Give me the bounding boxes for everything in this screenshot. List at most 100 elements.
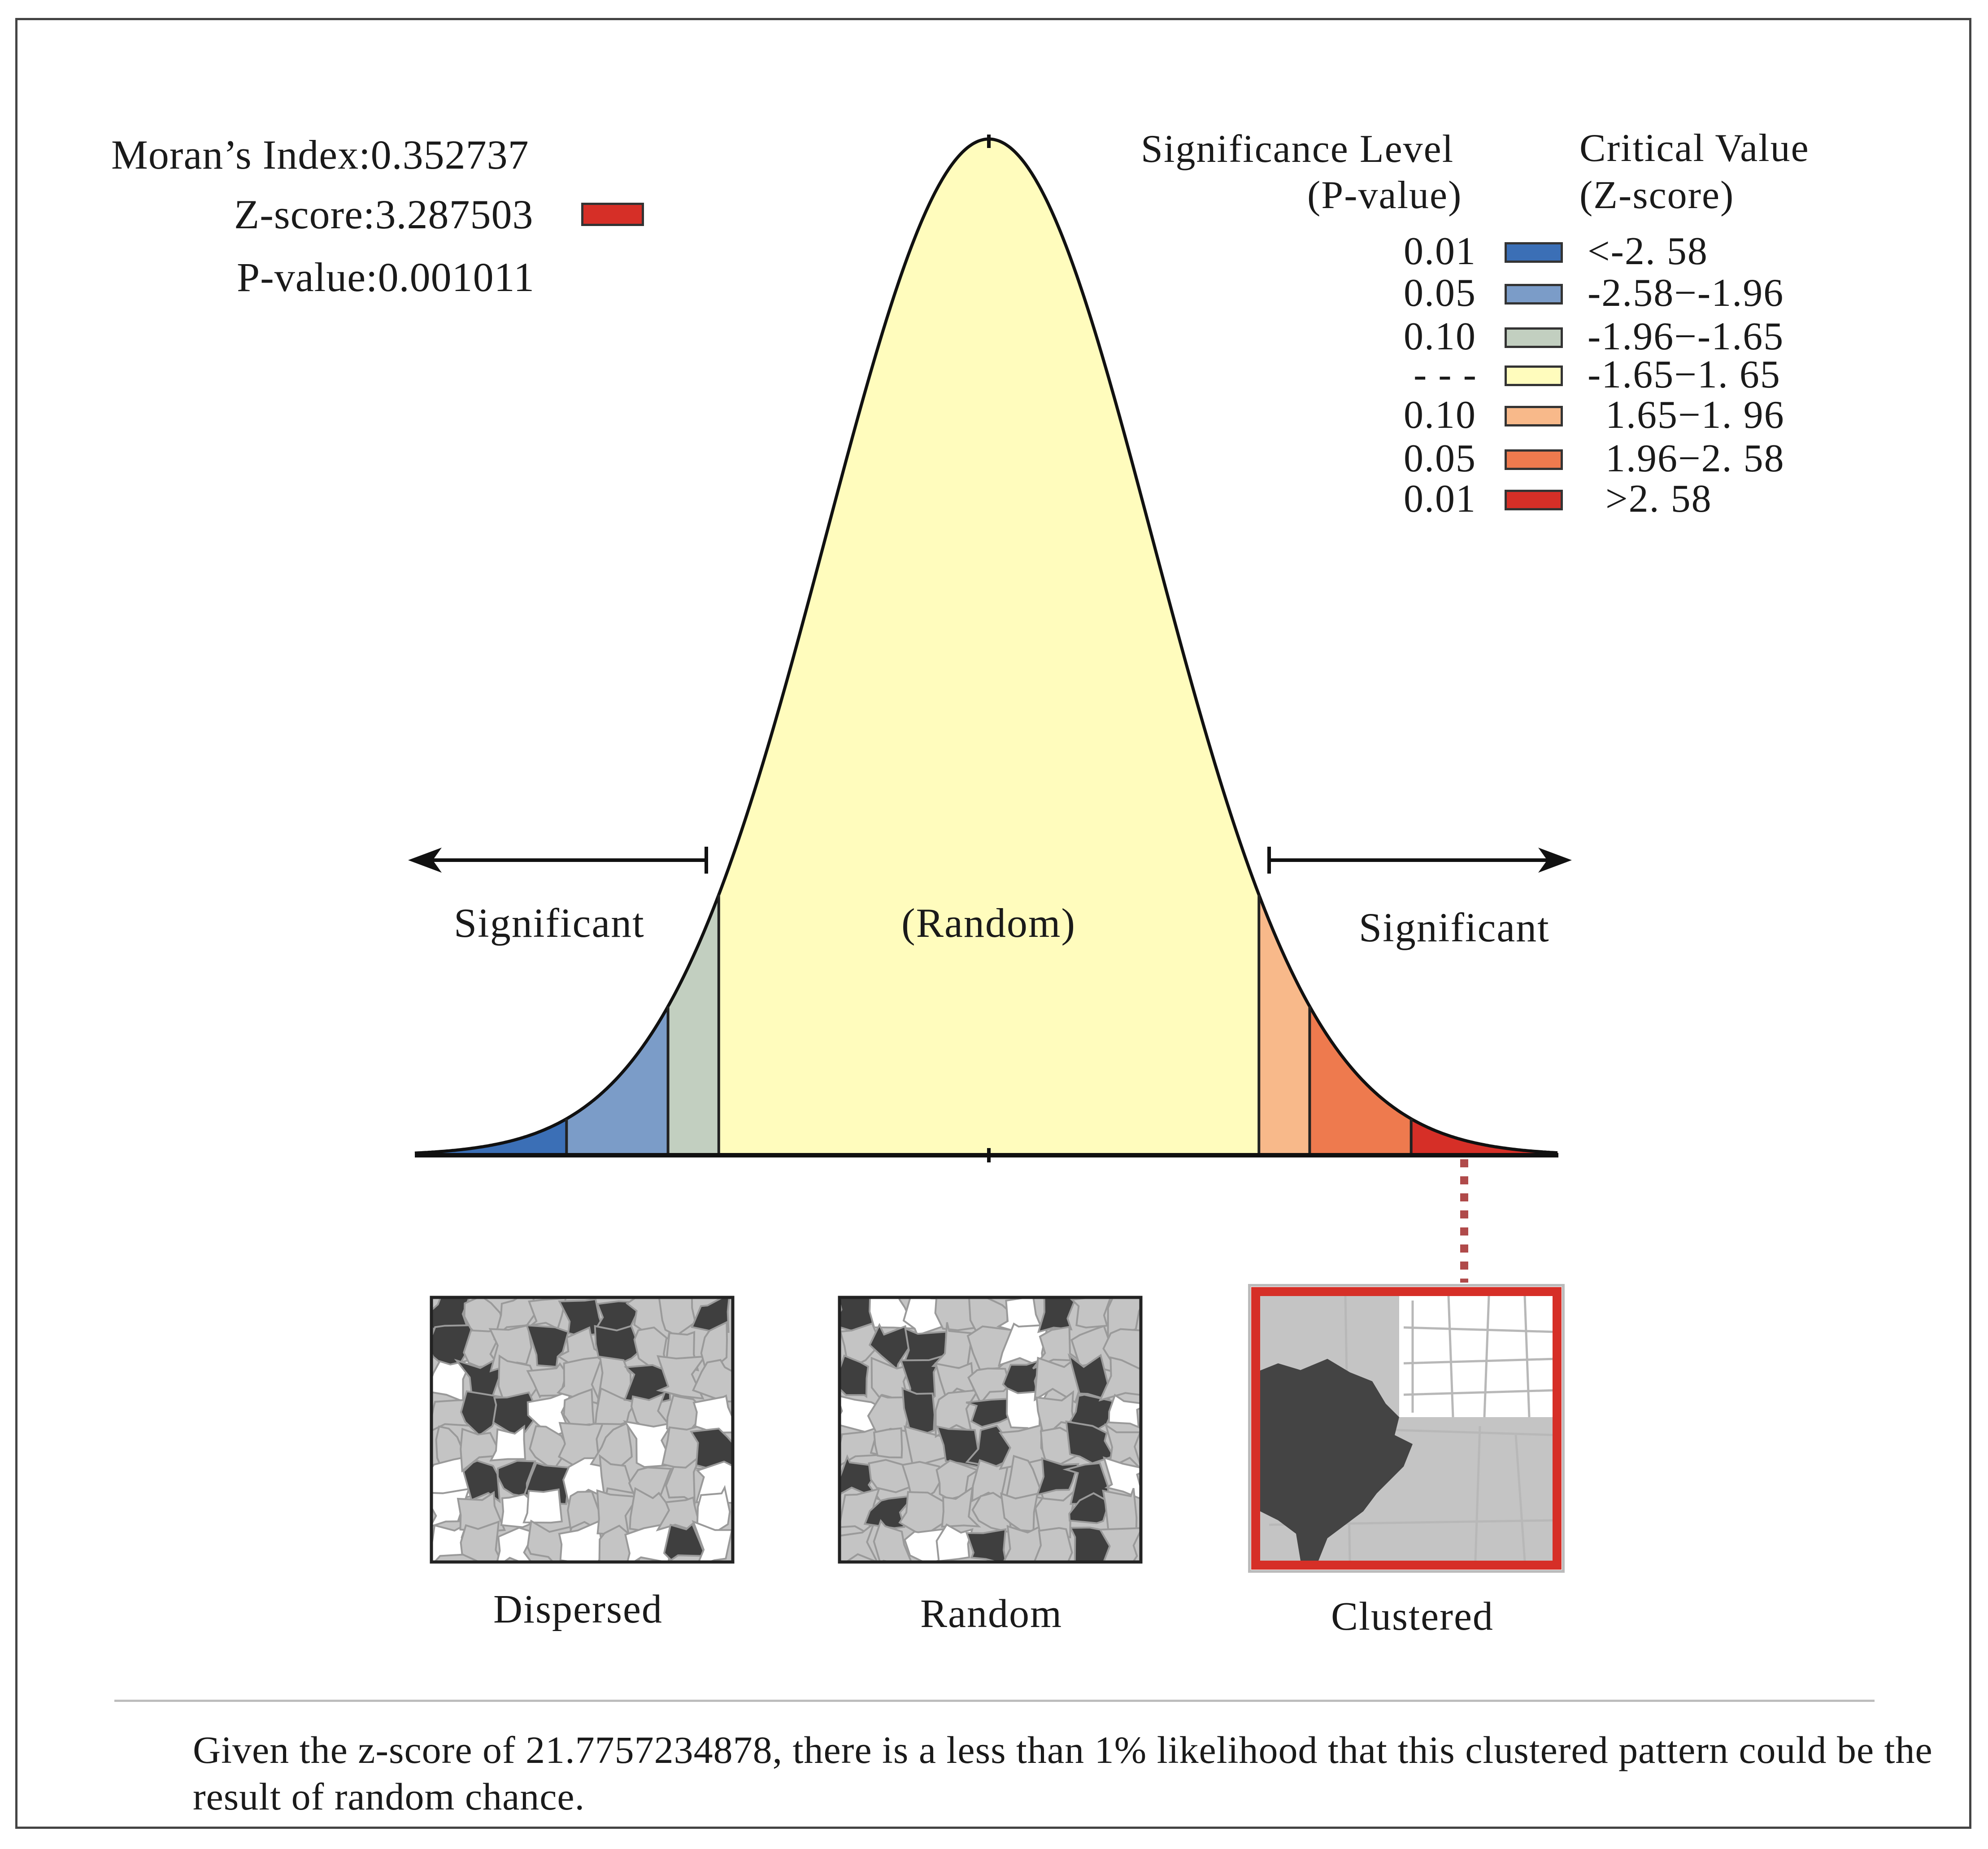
map-polygon [941, 1485, 981, 1528]
left-significance-arrow [408, 847, 708, 874]
map-polygon [692, 1520, 733, 1562]
map-polygon [901, 1387, 935, 1439]
map-polygon [935, 1523, 974, 1562]
curve-segment [718, 139, 1259, 1155]
legend-row-p-value: 0.10 [1404, 315, 1476, 358]
left-significant-label: Significant [454, 900, 645, 946]
map-polygon [1107, 1297, 1141, 1338]
legend-row-swatch [1505, 242, 1563, 263]
map-polygon [460, 1520, 503, 1562]
map-polygon [1035, 1457, 1079, 1497]
map-polygon [1102, 1456, 1141, 1500]
curve-segment [668, 895, 719, 1155]
legend-row-swatch [1505, 449, 1563, 470]
map-polygon [696, 1485, 731, 1536]
map-polygon [623, 1364, 671, 1405]
caption-divider [114, 1700, 1875, 1702]
legend-row-p-value: - - - [1414, 353, 1477, 396]
bell-curve-dividers [565, 895, 1413, 1155]
map-polygon [496, 1527, 536, 1562]
legend-row-z-range: 1.96−2. 58 [1605, 437, 1785, 480]
cluster-region [1256, 1359, 1413, 1561]
legend-row-swatch [1505, 327, 1563, 348]
legend-row-z-range: >2. 58 [1605, 477, 1712, 521]
p-value-label: P-value:0.001011 [237, 254, 535, 300]
map-polygon [700, 1321, 728, 1372]
legend-row-swatch [1505, 406, 1563, 426]
map-polygon [457, 1491, 506, 1533]
legend-header-z-line1: Critical Value [1579, 126, 1810, 170]
morans-index-label: Moran’s Index:0.352737 [111, 132, 529, 178]
legend-row-p-value: 0.10 [1404, 393, 1476, 437]
map-polygon [692, 1394, 733, 1434]
map-polygon [840, 1354, 870, 1398]
map-polygon [624, 1521, 675, 1562]
map-polygon [966, 1397, 1014, 1428]
bell-curve-outline [414, 137, 1558, 1155]
map-polygon [967, 1367, 1011, 1405]
legend-row-z-range: <-2. 58 [1588, 230, 1708, 273]
map-polygon [1034, 1487, 1078, 1539]
map-polygon [1102, 1328, 1141, 1373]
map-polygon [868, 1323, 910, 1371]
map-polygon [594, 1325, 642, 1367]
map-polygon [1098, 1527, 1141, 1562]
legend-row-z-range: -2.58−-1.96 [1588, 271, 1784, 315]
map-polygon [1037, 1297, 1077, 1333]
z-score-label: Z-score:3.287503 [234, 191, 534, 237]
map-polygon [522, 1488, 563, 1524]
map-polygon [873, 1427, 903, 1459]
curve-segment [1259, 895, 1310, 1155]
map-polygon [1033, 1527, 1073, 1562]
map-polygon [965, 1528, 1007, 1562]
dispersed-label: Dispersed [493, 1587, 663, 1631]
legend-header-z-line2: (Z-score) [1579, 174, 1735, 217]
legend-header-p-line1: Significance Level [1141, 127, 1454, 171]
map-polygon [1034, 1357, 1081, 1404]
random-label: Random [920, 1592, 1062, 1636]
random-region-label: (Random) [901, 900, 1076, 946]
map-polygon [692, 1359, 733, 1403]
figure-frame [15, 18, 1971, 1829]
dispersed-map [431, 1297, 733, 1562]
map-polygon [462, 1460, 501, 1504]
map-polygon [489, 1424, 526, 1462]
legend-row-swatch [1505, 490, 1563, 510]
curve-segment [1309, 1006, 1411, 1155]
map-polygon [1069, 1527, 1114, 1562]
legend-row-p-value: 0.05 [1404, 271, 1476, 315]
legend-row-swatch [1505, 365, 1563, 386]
clustered-label: Clustered [1331, 1594, 1494, 1639]
legend-row-z-range: -1.65−1. 65 [1588, 353, 1781, 396]
legend-row-z-range: -1.96−-1.65 [1588, 315, 1784, 358]
curve-segment [1411, 1118, 1558, 1155]
map-polygon [689, 1427, 733, 1471]
legend-row-z-range: 1.65−1. 96 [1605, 393, 1785, 437]
legend-header-p-line2: (P-value) [1307, 174, 1462, 217]
z-score-swatch [581, 203, 644, 226]
legend-row-swatch [1505, 284, 1563, 305]
map-polygon [691, 1297, 730, 1333]
random-map [840, 1297, 1141, 1562]
map-polygon [1108, 1393, 1141, 1429]
map-polygon [1098, 1356, 1141, 1402]
map-polygon [460, 1390, 506, 1437]
map-polygon [1070, 1297, 1112, 1329]
map-polygon [656, 1355, 707, 1400]
right-significant-label: Significant [1359, 905, 1550, 950]
map-polygon [840, 1521, 879, 1562]
right-significance-arrow [1267, 847, 1572, 874]
legend-row-p-value: 0.01 [1404, 230, 1476, 273]
curve-segment [415, 1118, 567, 1155]
map-polygon [1068, 1492, 1112, 1524]
curve-segment [566, 1006, 668, 1155]
legend-row-p-value: 0.01 [1404, 477, 1476, 521]
map-polygon [1069, 1394, 1114, 1433]
map-polygon [558, 1520, 604, 1562]
map-polygon [840, 1322, 882, 1366]
caption-text: Given the z-score of 21.7757234878, ther… [193, 1728, 1933, 1818]
legend-row-p-value: 0.05 [1404, 437, 1476, 480]
bell-curve-segments [415, 139, 1558, 1155]
clustered-map [1256, 1292, 1557, 1565]
